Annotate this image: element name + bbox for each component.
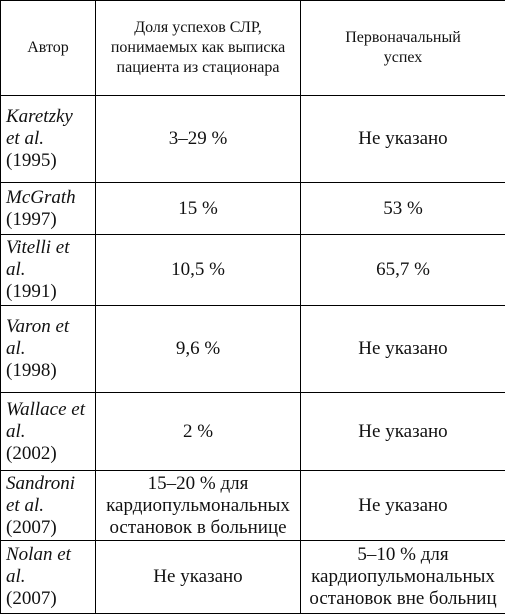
author-cell: Karetzky et al.(1995): [1, 96, 96, 183]
header-row: Автор Доля успехов СЛР, понимаемых как в…: [1, 1, 505, 96]
table-row: McGrath(1997)15 %53 %: [1, 183, 505, 235]
discharge-cell: 9,6 %: [96, 306, 301, 393]
table-row: Karetzky et al.(1995)3–29 %Не указано: [1, 96, 505, 183]
initial-cell: 65,7 %: [301, 235, 505, 306]
initial-cell: Не указано: [301, 306, 505, 393]
discharge-cell: Не указано: [96, 541, 301, 614]
author-name: McGrath: [6, 187, 76, 208]
discharge-cell: 15 %: [96, 183, 301, 235]
initial-cell: Не указано: [301, 471, 505, 541]
author-name: Wallace et al.: [6, 399, 85, 442]
author-name: Karetzky et al.: [6, 106, 73, 149]
author-year: (1991): [6, 281, 91, 303]
author-cell: Vitelli et al.(1991): [1, 235, 96, 306]
author-year: (1997): [6, 209, 91, 231]
table-row: Varon et al.(1998)9,6 %Не указано: [1, 306, 505, 393]
author-year: (2007): [6, 588, 91, 610]
table-row: Vitelli et al.(1991)10,5 %65,7 %: [1, 235, 505, 306]
author-year: (1998): [6, 360, 91, 382]
discharge-cell: 15–20 % для кардиопульмональных останово…: [96, 471, 301, 541]
discharge-cell: 3–29 %: [96, 96, 301, 183]
initial-cell: 5–10 % для кардиопульмональных остановок…: [301, 541, 505, 614]
initial-cell: Не указано: [301, 393, 505, 471]
table-row: Sandroni et al.(2007)15–20 % для кардиоп…: [1, 471, 505, 541]
table-row: Wallace et al.(2002)2 %Не указано: [1, 393, 505, 471]
author-name: Sandroni et al.: [6, 473, 75, 516]
header-cell: Доля успехов СЛР, понимаемых как выписка…: [96, 1, 301, 96]
author-name: Vitelli et al.: [6, 237, 70, 280]
author-year: (2007): [6, 517, 91, 539]
author-cell: Wallace et al.(2002): [1, 393, 96, 471]
author-year: (1995): [6, 150, 91, 172]
header-cell: Первоначальный успех: [301, 1, 505, 96]
discharge-cell: 2 %: [96, 393, 301, 471]
author-cell: Sandroni et al.(2007): [1, 471, 96, 541]
author-cell: Nolan et al.(2007): [1, 541, 96, 614]
header-cell: Автор: [1, 1, 96, 96]
author-cell: Varon et al.(1998): [1, 306, 96, 393]
author-name: Nolan et al.: [6, 544, 71, 587]
author-name: Varon et al.: [6, 316, 69, 359]
discharge-cell: 10,5 %: [96, 235, 301, 306]
initial-cell: Не указано: [301, 96, 505, 183]
author-year: (2002): [6, 443, 91, 465]
initial-cell: 53 %: [301, 183, 505, 235]
author-cell: McGrath(1997): [1, 183, 96, 235]
